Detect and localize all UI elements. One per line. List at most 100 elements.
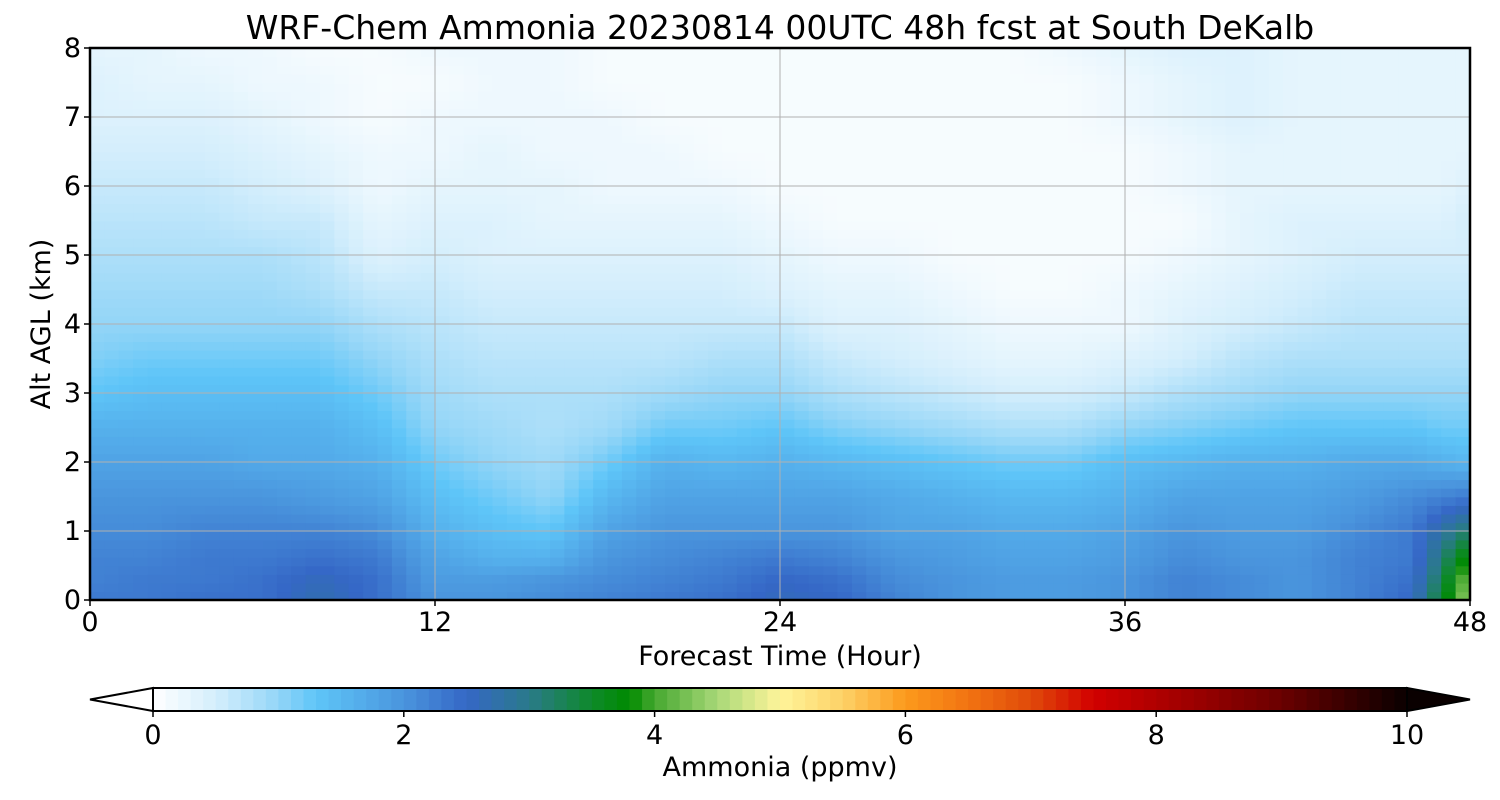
heatmap-cell	[1024, 487, 1040, 498]
heatmap-cell	[1125, 229, 1141, 239]
heatmap-cell	[449, 341, 465, 351]
heatmap-cell	[435, 151, 451, 161]
heatmap-cell	[161, 367, 178, 377]
heatmap-cell	[1182, 263, 1198, 274]
heatmap-cell	[262, 582, 278, 593]
heatmap-cell	[190, 56, 206, 67]
heatmap-cell	[190, 375, 206, 386]
heatmap-cell	[550, 531, 566, 541]
heatmap-cell	[161, 229, 178, 239]
heatmap-cell	[1125, 237, 1141, 248]
heatmap-cell	[823, 548, 839, 558]
heatmap-cell	[406, 194, 422, 205]
heatmap-cell	[435, 436, 451, 446]
heatmap-cell	[233, 332, 249, 343]
heatmap-cell	[938, 246, 954, 256]
heatmap-cell	[1182, 99, 1198, 110]
heatmap-cell	[564, 349, 580, 360]
heatmap-cell	[348, 186, 364, 196]
heatmap-cell	[420, 73, 436, 84]
heatmap-cell	[248, 375, 264, 386]
heatmap-cell	[1196, 479, 1213, 489]
heatmap-cell	[320, 65, 336, 75]
heatmap-cell	[435, 367, 451, 377]
heatmap-cell	[880, 548, 896, 558]
heatmap-cell	[1182, 117, 1198, 127]
heatmap-cell	[1125, 453, 1141, 463]
heatmap-cell	[679, 134, 695, 144]
heatmap-cell	[147, 56, 163, 67]
heatmap-cell	[233, 582, 249, 593]
heatmap-cell	[492, 513, 508, 524]
heatmap-cell	[693, 582, 709, 593]
heatmap-cell	[205, 203, 221, 213]
heatmap-cell	[621, 479, 638, 489]
heatmap-cell	[607, 556, 623, 567]
heatmap-cell	[391, 280, 408, 291]
heatmap-cell	[1010, 531, 1026, 541]
heatmap-cell	[837, 134, 853, 144]
heatmap-cell	[1038, 341, 1054, 351]
heatmap-cell	[1010, 453, 1026, 463]
heatmap-cell	[1010, 117, 1026, 127]
heatmap-cell	[880, 358, 896, 368]
heatmap-cell	[564, 556, 580, 567]
heatmap-cell	[938, 263, 954, 274]
heatmap-cell	[161, 539, 178, 550]
heatmap-cell	[693, 272, 709, 282]
heatmap-cell	[161, 341, 178, 351]
heatmap-cell	[190, 574, 206, 584]
heatmap-cell	[751, 108, 767, 118]
heatmap-cell	[233, 91, 249, 101]
heatmap-cell	[966, 487, 983, 498]
heatmap-cell	[205, 556, 221, 567]
heatmap-cell	[1139, 444, 1155, 455]
heatmap-cell	[276, 470, 293, 481]
heatmap-cell	[262, 332, 278, 343]
heatmap-cell	[578, 531, 594, 541]
heatmap-cell	[909, 565, 925, 575]
heatmap-cell	[147, 539, 163, 550]
heatmap-cell	[320, 401, 336, 412]
heatmap-cell	[722, 574, 738, 584]
heatmap-cell	[607, 427, 623, 437]
heatmap-cell	[1038, 272, 1054, 282]
heatmap-cell	[406, 548, 422, 558]
heatmap-cell	[478, 505, 494, 515]
heatmap-cell	[981, 48, 997, 58]
heatmap-cell	[866, 332, 882, 343]
heatmap-cell	[981, 556, 997, 567]
heatmap-cell	[334, 125, 350, 136]
heatmap-cell	[492, 574, 508, 584]
heatmap-cell	[808, 82, 824, 92]
heatmap-cell	[104, 375, 120, 386]
heatmap-cell	[722, 315, 738, 325]
heatmap-cell	[780, 56, 796, 67]
heatmap-cell	[665, 531, 681, 541]
heatmap-cell	[1081, 298, 1098, 308]
heatmap-cell	[679, 151, 695, 161]
heatmap-cell	[636, 263, 652, 274]
heatmap-cell	[895, 65, 911, 75]
heatmap-cell	[995, 229, 1011, 239]
heatmap-cell	[506, 255, 523, 265]
heatmap-cell	[736, 56, 753, 67]
heatmap-cell	[780, 539, 796, 550]
heatmap-cell	[650, 211, 666, 222]
heatmap-cell	[607, 418, 623, 429]
heatmap-cell	[506, 151, 523, 161]
heatmap-cell	[262, 82, 278, 92]
heatmap-cell	[550, 91, 566, 101]
heatmap-cell	[176, 255, 192, 265]
heatmap-cell	[147, 531, 163, 541]
heatmap-cell	[1096, 505, 1112, 515]
heatmap-cell	[736, 556, 753, 567]
heatmap-cell	[650, 418, 666, 429]
heatmap-cell	[176, 246, 192, 256]
heatmap-cell	[909, 436, 925, 446]
heatmap-cell	[880, 470, 896, 481]
heatmap-cell	[233, 272, 249, 282]
heatmap-cell	[1168, 453, 1184, 463]
heatmap-cell	[449, 375, 465, 386]
heatmap-cell	[219, 125, 235, 136]
